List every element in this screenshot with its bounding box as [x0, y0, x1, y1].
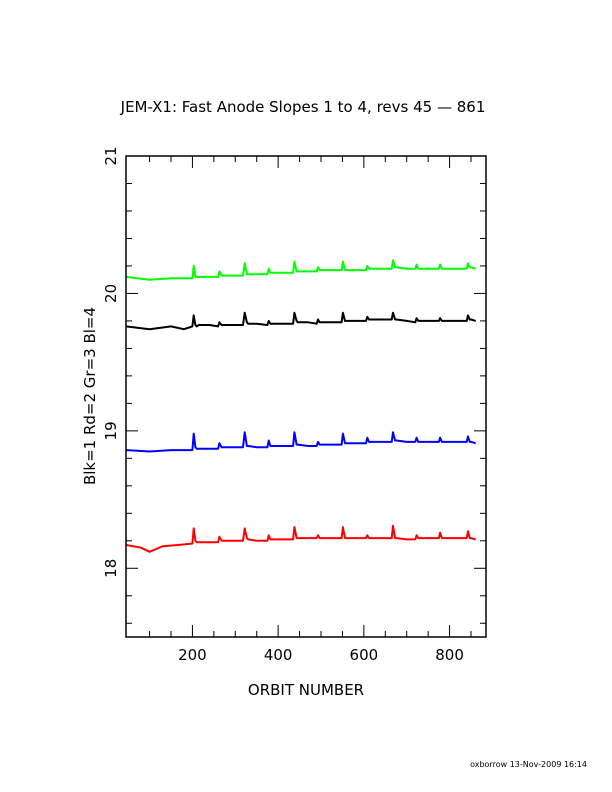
series-line-2 [125, 524, 476, 553]
footer-stamp: oxborrow 13-Nov-2009 16:14 [470, 760, 587, 769]
y-axis-label: Blk=1 Rd=2 Gr=3 Bl=4 [81, 307, 99, 485]
x-tick-label: 600 [350, 646, 379, 664]
x-tick-label: 200 [178, 646, 207, 664]
plot-frame [125, 155, 487, 638]
y-tick-label: 19 [102, 421, 120, 440]
series-line-1 [125, 311, 476, 331]
y-tick-label: 18 [102, 559, 120, 578]
x-tick-label: 800 [435, 646, 464, 664]
x-axis-label: ORBIT NUMBER [248, 681, 364, 699]
x-axis: 200 400 600 800 [149, 156, 472, 664]
x-tick-label: 400 [264, 646, 293, 664]
series-line-4 [125, 431, 476, 453]
series-line-3 [125, 259, 476, 281]
chart-title: JEM-X1: Fast Anode Slopes 1 to 4, revs 4… [120, 98, 486, 116]
y-tick-label: 21 [102, 146, 120, 165]
series-layer [125, 259, 476, 553]
y-tick-label: 20 [102, 284, 120, 303]
y-axis: 18 19 20 21 [102, 146, 486, 624]
